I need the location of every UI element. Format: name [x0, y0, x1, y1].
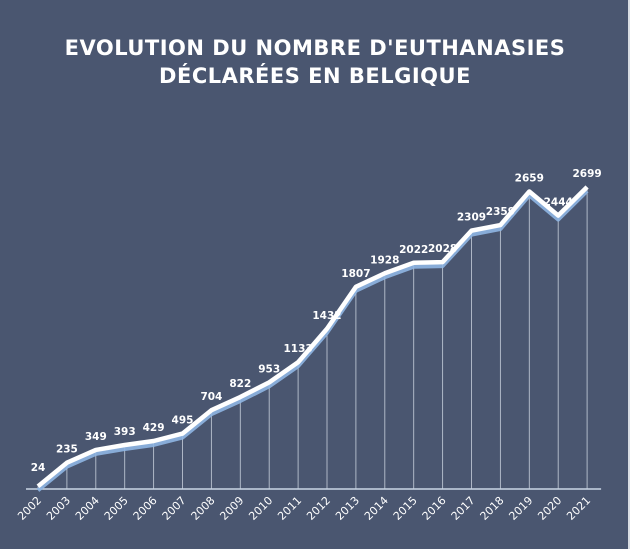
- x-tick-label: 2007: [160, 494, 189, 523]
- x-tick-label: 2020: [535, 494, 564, 523]
- x-tick-label: 2013: [333, 494, 362, 523]
- x-tick-label: 2006: [131, 494, 160, 523]
- x-tick-label: 2015: [391, 494, 420, 523]
- chart-title-line-1: EVOLUTION DU NOMBRE D'EUTHANASIES: [64, 36, 566, 60]
- chart-title-line-2: DÉCLARÉES EN BELGIQUE: [159, 64, 471, 88]
- data-label: 704: [200, 391, 222, 403]
- data-label: 2444: [544, 197, 573, 209]
- x-tick-label: 2004: [73, 494, 102, 523]
- x-tick-label: 2014: [362, 494, 391, 523]
- series-line-shadow: [36, 189, 589, 492]
- x-tick-label: 2018: [478, 494, 507, 523]
- x-tick-label: 2012: [304, 494, 333, 523]
- x-tick-label: 2003: [44, 494, 73, 523]
- x-tick-label: 2002: [15, 494, 44, 523]
- data-label: 393: [114, 426, 136, 438]
- x-tick-label: 2021: [564, 494, 593, 523]
- x-tick-label: 2009: [217, 494, 246, 523]
- data-label: 2699: [572, 168, 601, 180]
- data-label: 2309: [457, 212, 486, 224]
- x-tick-label: 2008: [189, 494, 218, 523]
- data-label: 495: [172, 415, 194, 427]
- data-label: 953: [258, 363, 280, 375]
- data-label: 235: [56, 444, 78, 456]
- data-label: 2659: [515, 172, 544, 184]
- data-label: 2359: [486, 206, 515, 218]
- data-label: 1133: [283, 343, 312, 355]
- data-label: 2028: [428, 243, 457, 255]
- x-tick-label: 2005: [102, 494, 131, 523]
- x-tick-label: 2019: [506, 494, 535, 523]
- x-tick-label: 2016: [420, 494, 449, 523]
- x-tick-label: 2010: [246, 494, 275, 523]
- data-label: 822: [229, 378, 251, 390]
- x-tick-label: 2017: [449, 494, 478, 523]
- series-line: [36, 185, 589, 489]
- drop-lines: [37, 187, 588, 489]
- data-label: 1432: [312, 310, 341, 322]
- data-label: 429: [143, 422, 165, 434]
- data-label: 24: [31, 462, 46, 474]
- data-label: 349: [85, 431, 107, 443]
- x-tick-label: 2011: [275, 494, 304, 523]
- data-label: 1807: [341, 268, 370, 280]
- data-label: 1928: [370, 254, 399, 266]
- data-label: 2022: [399, 244, 428, 256]
- x-tick-labels: 2002 2003 2004 2005 2006 2007 2008 2009 2010 2011…: [15, 494, 593, 523]
